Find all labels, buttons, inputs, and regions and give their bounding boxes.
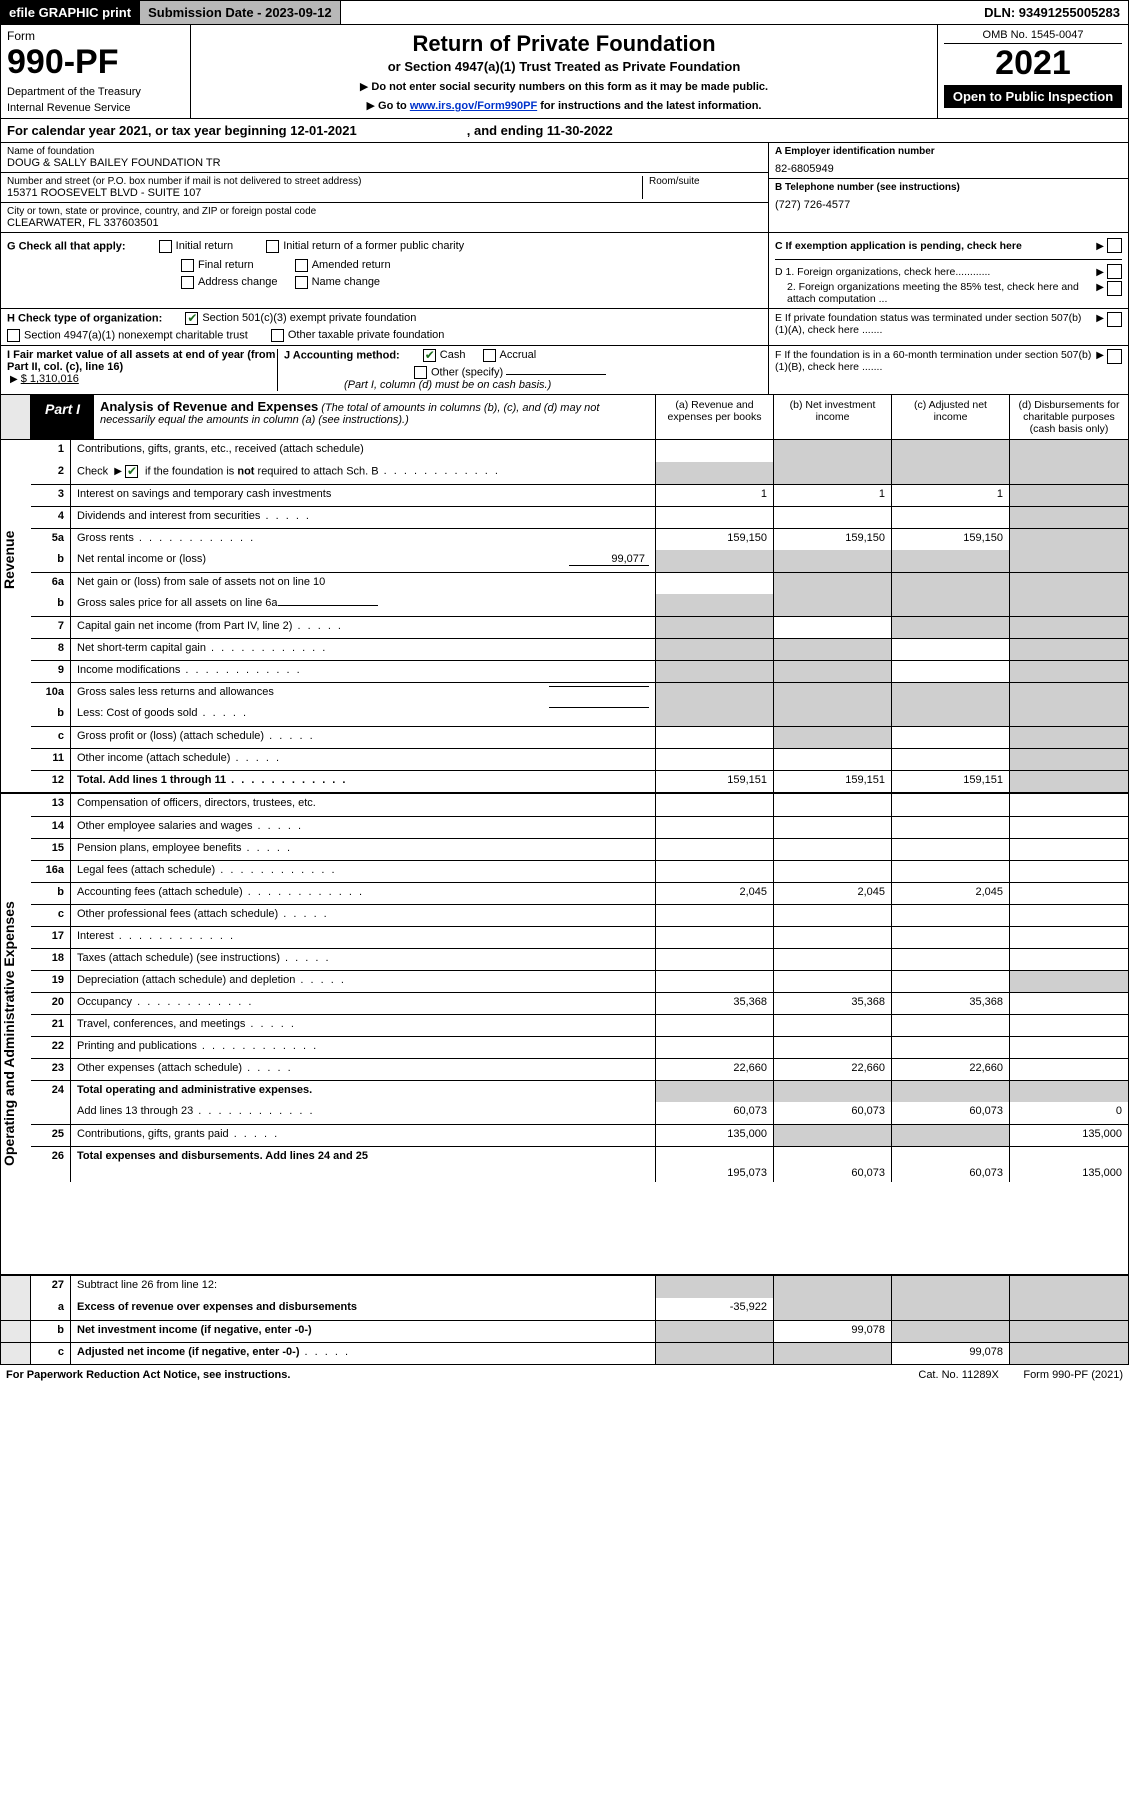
net-rental-box: 99,077 — [569, 553, 649, 566]
chk-501c3[interactable] — [185, 312, 198, 325]
foundation-name: DOUG & SALLY BAILEY FOUNDATION TR — [7, 157, 762, 169]
dln: DLN: 93491255005283 — [976, 1, 1128, 24]
part1-tab: Part I — [31, 395, 94, 439]
chk-initial-former[interactable] — [266, 240, 279, 253]
form-header: Form 990-PF Department of the Treasury I… — [0, 25, 1129, 119]
col-b-header: (b) Net investment income — [774, 395, 892, 439]
col-d-header: (d) Disbursements for charitable purpose… — [1010, 395, 1128, 439]
form-number: 990-PF — [7, 43, 184, 82]
header-left: Form 990-PF Department of the Treasury I… — [1, 25, 191, 118]
revenue-side-label: Revenue — [1, 440, 31, 680]
f-label: F If the foundation is in a 60-month ter… — [775, 349, 1093, 373]
i-value: $ 1,310,016 — [21, 373, 79, 385]
street-address: 15371 ROOSEVELT BLVD - SUITE 107 — [7, 187, 642, 199]
submission-date: Submission Date - 2023-09-12 — [140, 1, 341, 24]
omb-number: OMB No. 1545-0047 — [944, 29, 1122, 44]
chk-other-method[interactable] — [414, 366, 427, 379]
room-suite-label: Room/suite — [649, 176, 762, 187]
chk-f[interactable] — [1107, 349, 1122, 364]
header-mid: Return of Private Foundation or Section … — [191, 25, 938, 118]
chk-d1[interactable] — [1107, 264, 1122, 279]
phone-cell: B Telephone number (see instructions) (7… — [769, 179, 1128, 214]
checkboxes-section: G Check all that apply: Initial return I… — [0, 233, 1129, 395]
page-footer: For Paperwork Reduction Act Notice, see … — [0, 1365, 1129, 1385]
chk-4947[interactable] — [7, 329, 20, 342]
calendar-year-row: For calendar year 2021, or tax year begi… — [0, 119, 1129, 143]
e-label: E If private foundation status was termi… — [775, 312, 1093, 336]
dept-irs: Internal Revenue Service — [7, 102, 184, 114]
topbar: efile GRAPHIC print Submission Date - 20… — [0, 0, 1129, 25]
paperwork-notice: For Paperwork Reduction Act Notice, see … — [6, 1369, 290, 1381]
c-label: C If exemption application is pending, c… — [775, 240, 1022, 252]
header-right: OMB No. 1545-0047 2021 Open to Public In… — [938, 25, 1128, 118]
foundation-name-cell: Name of foundation DOUG & SALLY BAILEY F… — [1, 143, 768, 173]
form990pf-link[interactable]: www.irs.gov/Form990PF — [410, 100, 537, 112]
tax-year: 2021 — [944, 44, 1122, 83]
phone-value: (727) 726-4577 — [775, 199, 1122, 211]
open-inspection: Open to Public Inspection — [944, 85, 1122, 108]
ein-cell: A Employer identification number 82-6805… — [769, 143, 1128, 179]
d1-label: D 1. Foreign organizations, check here..… — [775, 266, 990, 278]
chk-cash[interactable] — [423, 349, 436, 362]
chk-other-taxable[interactable] — [271, 329, 284, 342]
ein-value: 82-6805949 — [775, 163, 1122, 175]
note-ssn: Do not enter social security numbers on … — [201, 80, 927, 93]
chk-d2[interactable] — [1107, 281, 1122, 296]
part1-header-row: Part I Analysis of Revenue and Expenses … — [0, 395, 1129, 440]
note-goto: Go to www.irs.gov/Form990PF for instruct… — [201, 99, 927, 112]
chk-e[interactable] — [1107, 312, 1122, 327]
h-label: H Check type of organization: — [7, 312, 162, 324]
form-ref: Form 990-PF (2021) — [1023, 1369, 1123, 1381]
city-cell: City or town, state or province, country… — [1, 203, 768, 232]
form-subtitle: or Section 4947(a)(1) Trust Treated as P… — [201, 59, 927, 74]
form-title: Return of Private Foundation — [201, 31, 927, 57]
address-cell: Number and street (or P.O. box number if… — [1, 173, 768, 203]
chk-name-change[interactable] — [295, 276, 308, 289]
j-note: (Part I, column (d) must be on cash basi… — [344, 379, 762, 391]
g-label: G Check all that apply: — [7, 240, 126, 252]
chk-c[interactable] — [1107, 238, 1122, 253]
j-label: J Accounting method: — [284, 349, 400, 361]
col-a-header: (a) Revenue and expenses per books — [656, 395, 774, 439]
dept-treasury: Department of the Treasury — [7, 86, 184, 98]
form-word: Form — [7, 29, 184, 43]
chk-initial-return[interactable] — [159, 240, 172, 253]
chk-address-change[interactable] — [181, 276, 194, 289]
efile-label[interactable]: efile GRAPHIC print — [1, 1, 140, 24]
part1-table: Revenue 1Contributions, gifts, grants, e… — [0, 440, 1129, 1365]
chk-sch-b[interactable] — [125, 465, 138, 478]
i-label: I Fair market value of all assets at end… — [7, 349, 275, 373]
part1-title: Analysis of Revenue and Expenses (The to… — [94, 395, 655, 439]
chk-final-return[interactable] — [181, 259, 194, 272]
cat-no: Cat. No. 11289X — [918, 1369, 999, 1381]
d2-label: 2. Foreign organizations meeting the 85%… — [787, 281, 1093, 305]
col-c-header: (c) Adjusted net income — [892, 395, 1010, 439]
chk-accrual[interactable] — [483, 349, 496, 362]
expenses-side-label: Operating and Administrative Expenses — [1, 794, 31, 1274]
city-state-zip: CLEARWATER, FL 337603501 — [7, 217, 762, 229]
entity-block: Name of foundation DOUG & SALLY BAILEY F… — [0, 143, 1129, 233]
chk-amended-return[interactable] — [295, 259, 308, 272]
